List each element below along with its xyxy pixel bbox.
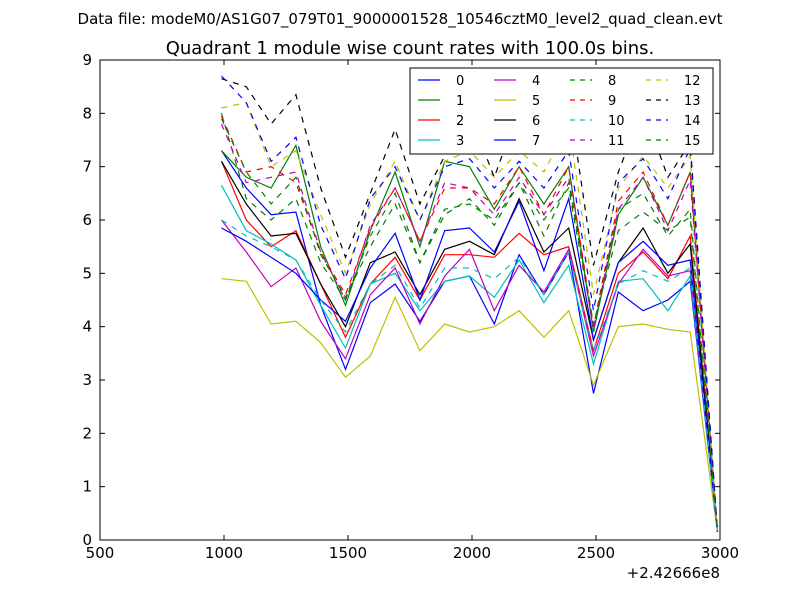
legend-label-11: 11 [608, 134, 625, 149]
legend-label-12: 12 [684, 74, 701, 89]
legend-label-7: 7 [532, 134, 540, 149]
series-line-9 [220, 115, 719, 533]
data-file-suptitle: Data file: modeM0/AS1G07_079T01_90000015… [78, 10, 723, 29]
x-tick-label: 2500 [577, 544, 615, 562]
y-tick-label: 0 [82, 531, 92, 549]
series-line-14 [221, 75, 719, 533]
y-tick-label: 5 [82, 264, 92, 282]
series-line-6 [220, 160, 719, 533]
series-line-1 [221, 143, 719, 533]
series-line-8 [220, 113, 719, 533]
y-tick-label: 8 [82, 104, 92, 122]
series-line-2 [220, 161, 719, 533]
series-line-11 [220, 123, 719, 533]
legend-label-2: 2 [456, 114, 464, 129]
x-tick-label: 500 [86, 544, 115, 562]
legend-label-15: 15 [684, 134, 701, 149]
series-line-15 [220, 118, 719, 533]
legend-label-13: 13 [684, 94, 701, 109]
legend-label-6: 6 [532, 114, 540, 129]
y-tick-label: 1 [82, 478, 92, 496]
chart-title: Quadrant 1 module wise count rates with … [166, 38, 655, 59]
legend-label-10: 10 [608, 114, 625, 129]
y-tick-label: 3 [82, 371, 92, 389]
series-line-7 [221, 196, 719, 533]
legend-label-3: 3 [456, 134, 464, 149]
x-tick-label: 1000 [205, 544, 243, 562]
y-tick-label: 6 [82, 211, 92, 229]
legend-label-14: 14 [684, 114, 701, 129]
x-axis-offset-label: +2.42666e8 [627, 564, 720, 582]
x-tick-label: 3000 [701, 544, 739, 562]
legend-label-0: 0 [456, 74, 464, 89]
y-tick-label: 4 [82, 318, 92, 336]
y-tick-label: 9 [82, 51, 92, 69]
y-tick-label: 2 [82, 424, 92, 442]
series-line-4 [221, 219, 719, 533]
x-tick-label: 1500 [329, 544, 367, 562]
legend-label-4: 4 [532, 74, 540, 89]
series-layer [220, 75, 719, 533]
legend-label-9: 9 [608, 94, 616, 109]
legend-box [409, 67, 714, 155]
legend-label-8: 8 [608, 74, 616, 89]
legend-label-5: 5 [532, 94, 540, 109]
series-line-10 [221, 219, 719, 533]
legend-label-1: 1 [456, 94, 464, 109]
series-line-3 [220, 185, 719, 533]
y-tick-label: 7 [82, 158, 92, 176]
x-tick-label: 2000 [453, 544, 491, 562]
plot-frame [99, 59, 721, 541]
series-line-5 [221, 278, 719, 533]
